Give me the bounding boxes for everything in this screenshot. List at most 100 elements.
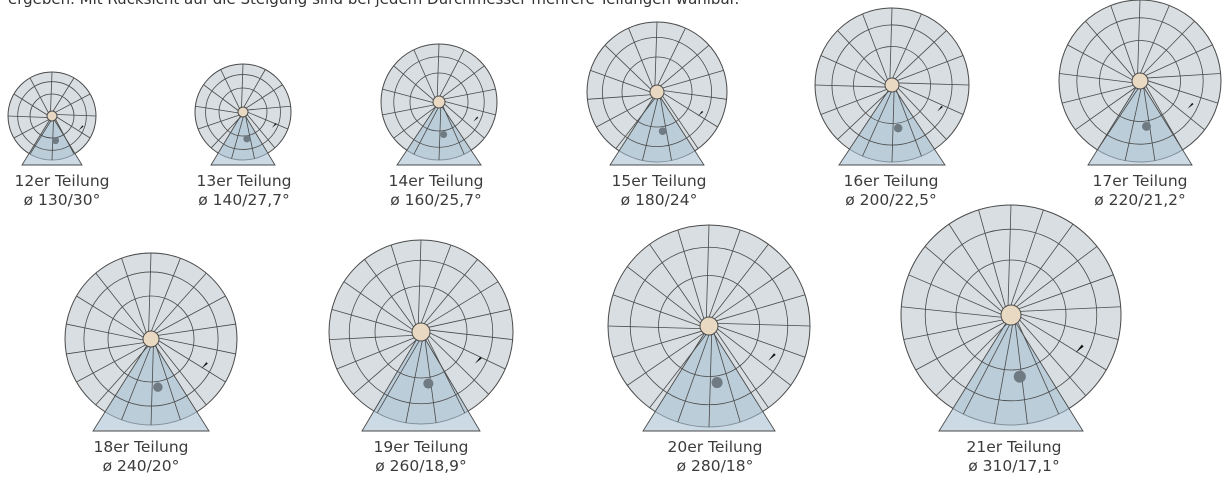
walk-line-dot — [1013, 370, 1026, 383]
center-column — [699, 316, 719, 336]
headroom-zone — [210, 111, 276, 166]
step-edge — [1017, 322, 1060, 415]
diagram-caption: 16er Teilung ø 200/22,5° — [843, 172, 938, 210]
step-edge — [428, 335, 489, 395]
walk-line-dot — [711, 377, 723, 389]
step-edge — [894, 30, 947, 80]
teilung-label: 15er Teilung — [611, 172, 707, 190]
step-edge — [642, 98, 659, 161]
step-edge — [717, 325, 806, 358]
step-edge — [444, 101, 496, 116]
walk-line-ring — [831, 24, 953, 146]
direction-arrow-icon — [474, 356, 482, 364]
diameter-angle-label: ø 140/27,7° — [198, 191, 290, 209]
teilung-label: 13er Teilung — [196, 172, 292, 190]
step-edge — [158, 323, 236, 336]
step-edge — [197, 114, 240, 130]
step-edge — [444, 88, 496, 100]
step-edge — [1147, 80, 1219, 104]
step-edge — [210, 116, 242, 149]
step-edge — [915, 321, 1005, 371]
teilung-label: 21er Teilung — [966, 438, 1062, 456]
spiral-stair-diagram-12 — [7, 71, 97, 166]
diagram-caption: 15er Teilung ø 180/24° — [611, 172, 706, 210]
direction-arrow-icon — [1075, 344, 1084, 353]
step-edge — [705, 224, 710, 318]
step-edge — [76, 295, 144, 338]
headroom-zone — [396, 101, 482, 166]
step-edge — [55, 119, 75, 155]
step-edge — [7, 115, 48, 118]
step-edge — [649, 244, 703, 321]
walk-line-dot — [440, 130, 448, 138]
headroom-zone — [642, 325, 776, 432]
step-edge — [627, 266, 701, 324]
diameter-angle-label: ø 130/30° — [23, 191, 101, 209]
step-edge — [1097, 88, 1139, 151]
step-edge — [1020, 316, 1107, 371]
step-edge — [246, 114, 276, 149]
step-edge — [336, 337, 415, 370]
center-column — [142, 330, 160, 348]
step-edge — [1019, 319, 1087, 396]
step-edge — [29, 120, 52, 155]
step-edge — [837, 30, 887, 83]
step-edge — [438, 107, 442, 161]
step-edge — [962, 324, 1010, 415]
step-edge — [231, 116, 244, 159]
spiral-stair-diagram-20 — [607, 224, 811, 432]
step-edge — [994, 324, 1013, 424]
step-edge — [56, 116, 91, 139]
diagram-caption: 20er Teilung ø 280/18° — [667, 438, 762, 476]
step-edge — [148, 252, 152, 332]
center-column — [46, 110, 58, 122]
step-edge — [908, 274, 1002, 315]
step-edge — [898, 85, 964, 115]
step-edge — [1061, 84, 1134, 104]
direction-arrow-icon — [271, 122, 277, 128]
step-edge — [1110, 5, 1136, 75]
step-edge — [442, 65, 485, 98]
teilung-label: 18er Teilung — [93, 438, 189, 456]
step-edge — [837, 90, 890, 140]
diameter-angle-label: ø 220/21,2° — [1094, 191, 1186, 209]
diameter-angle-label: ø 260/18,9° — [375, 457, 467, 475]
step-edge — [713, 333, 741, 423]
step-edge — [245, 84, 283, 109]
step-edge — [155, 345, 181, 420]
step-edge — [1143, 20, 1195, 75]
teilung-label: 19er Teilung — [373, 438, 469, 456]
headroom-zone — [938, 314, 1084, 432]
headroom-zone — [609, 91, 705, 166]
step-edge — [715, 331, 769, 408]
step-edge — [1147, 73, 1221, 79]
direction-arrow-icon — [937, 105, 943, 112]
step-edge — [429, 332, 506, 370]
walk-line-dot — [893, 123, 903, 133]
diameter-angle-label: ø 200/22,5° — [845, 191, 937, 209]
step-edge — [1020, 306, 1121, 312]
step-edge — [329, 334, 413, 340]
step-edge — [1020, 313, 1119, 340]
step-edge — [889, 7, 893, 79]
step-edge — [95, 346, 149, 406]
step-edge — [978, 209, 1006, 307]
step-edge — [393, 106, 436, 139]
center-column — [1131, 72, 1149, 90]
spiral-stair-diagram-16 — [814, 7, 970, 166]
step-edge — [903, 319, 1003, 340]
step-edge — [203, 84, 239, 111]
step-edge — [1059, 73, 1133, 84]
step-edge — [66, 342, 144, 355]
step-edge — [1140, 5, 1170, 74]
step-edge — [442, 106, 465, 155]
step-edge — [657, 27, 686, 86]
diameter-angle-label: ø 180/24° — [620, 191, 698, 209]
step-edge — [587, 94, 651, 100]
step-edge — [153, 272, 207, 332]
step-edge — [195, 105, 239, 114]
step-edge — [66, 323, 144, 341]
step-edge — [627, 332, 704, 386]
step-edge — [417, 239, 422, 324]
direction-arrow-icon — [78, 125, 84, 131]
